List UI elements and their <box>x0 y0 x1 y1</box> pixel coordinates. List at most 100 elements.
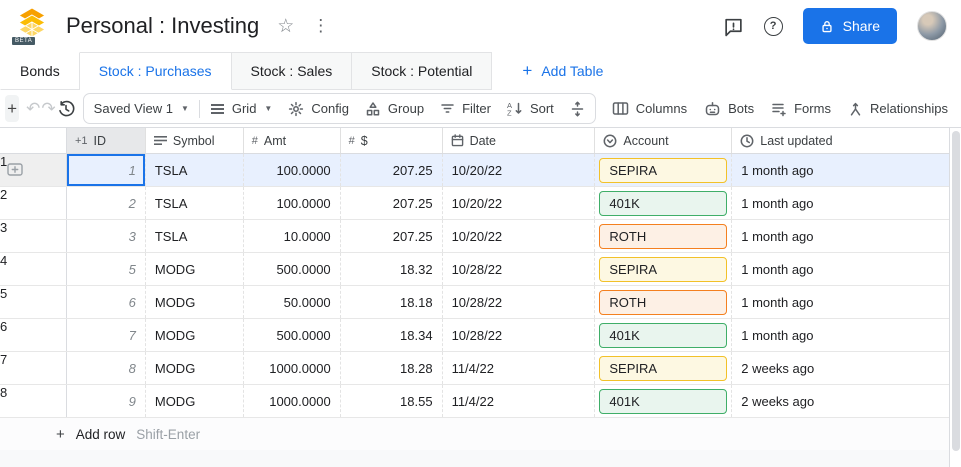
vertical-scrollbar[interactable] <box>952 131 960 451</box>
expand-row-icon[interactable] <box>7 163 23 177</box>
tab-stock-purchases[interactable]: Stock : Purchases <box>79 52 232 90</box>
cell-dollar[interactable]: 18.28 <box>341 352 443 384</box>
avatar[interactable] <box>917 11 947 41</box>
account-chip[interactable]: 401K <box>599 322 728 348</box>
cell-id[interactable]: 9 <box>67 385 146 417</box>
cell-account[interactable]: ROTH <box>595 220 733 252</box>
cell-amt[interactable]: 1000.0000 <box>244 352 341 384</box>
help-icon[interactable]: ? <box>763 16 783 36</box>
feedback-icon[interactable] <box>723 16 744 37</box>
cell-amt[interactable]: 100.0000 <box>244 187 341 219</box>
cell-amt[interactable]: 500.0000 <box>244 253 341 285</box>
row-number[interactable]: 3 <box>0 220 67 252</box>
cell-last-updated[interactable]: 1 month ago <box>741 294 814 310</box>
star-icon[interactable]: ☆ <box>277 15 295 37</box>
filter-button[interactable]: Filter <box>432 95 499 122</box>
cell-date[interactable]: 10/20/22 <box>443 187 596 219</box>
cell-dollar[interactable]: 18.18 <box>341 286 443 318</box>
account-chip[interactable]: SEPIRA <box>599 256 728 282</box>
sort-button[interactable]: A Z Sort <box>499 95 562 122</box>
row-number[interactable]: 4 <box>0 253 67 285</box>
cell-date[interactable]: 11/4/22 <box>443 385 596 417</box>
row-number[interactable]: 8 <box>0 385 67 417</box>
cell-account[interactable]: 401K <box>595 319 733 351</box>
column-header-date[interactable]: Date <box>443 128 596 153</box>
cell-last-updated[interactable]: 1 month ago <box>741 195 814 211</box>
row-number[interactable]: 1 <box>0 154 67 186</box>
cell-date[interactable]: 10/28/22 <box>443 319 596 351</box>
cell-amt[interactable]: 1000.0000 <box>244 385 341 417</box>
cell-symbol[interactable]: MODG <box>146 385 244 417</box>
cell-amt[interactable]: 50.0000 <box>244 286 341 318</box>
cell-dollar[interactable]: 207.25 <box>341 220 443 252</box>
account-chip[interactable]: ROTH <box>599 289 728 315</box>
cell-id[interactable]: 6 <box>67 286 146 318</box>
cell-symbol[interactable]: MODG <box>146 319 244 351</box>
cell-date[interactable]: 10/20/22 <box>443 220 596 252</box>
cell-dollar[interactable]: 18.55 <box>341 385 443 417</box>
row-number[interactable]: 2 <box>0 187 67 219</box>
cell-date[interactable]: 11/4/22 <box>443 352 596 384</box>
account-chip[interactable]: SEPIRA <box>599 355 728 381</box>
cell-id[interactable]: 7 <box>67 319 146 351</box>
cell-symbol[interactable]: TSLA <box>145 154 244 186</box>
cell-symbol[interactable]: MODG <box>146 286 244 318</box>
cell-amt[interactable]: 100.0000 <box>243 154 341 186</box>
column-header-amt[interactable]: # Amt <box>244 128 341 153</box>
cell-dollar[interactable]: 207.25 <box>340 154 443 186</box>
row-number[interactable]: 7 <box>0 352 67 384</box>
cell-last-updated[interactable]: 1 month ago <box>741 228 814 244</box>
cell-id[interactable]: 8 <box>67 352 146 384</box>
relationships-button[interactable]: Relationships <box>840 95 956 122</box>
cell-account[interactable]: SEPIRA <box>595 352 733 384</box>
forms-button[interactable]: Forms <box>763 95 839 122</box>
tab-bonds[interactable]: Bonds <box>0 52 80 90</box>
cell-symbol[interactable]: TSLA <box>146 220 244 252</box>
saved-view-dropdown[interactable]: Saved View 1 ▼ <box>86 95 197 122</box>
cell-last-updated[interactable]: 2 weeks ago <box>741 393 815 409</box>
cell-last-updated[interactable]: 1 month ago <box>741 261 814 277</box>
cell-date[interactable]: 10/28/22 <box>443 253 596 285</box>
group-button[interactable]: Group <box>357 95 432 122</box>
more-menu-icon[interactable]: ⋮ <box>312 16 331 35</box>
cell-last-updated[interactable]: 2 weeks ago <box>741 360 815 376</box>
row-number[interactable]: 6 <box>0 319 67 351</box>
history-icon[interactable] <box>57 100 75 118</box>
cell-account[interactable]: SEPIRA <box>595 253 733 285</box>
tab-stock-sales[interactable]: Stock : Sales <box>231 52 353 90</box>
cell-account[interactable]: ROTH <box>595 286 733 318</box>
column-header-last-updated[interactable]: Last updated <box>732 128 949 153</box>
account-chip[interactable]: ROTH <box>599 223 728 249</box>
cell-id[interactable]: 1 <box>66 154 146 186</box>
cell-symbol[interactable]: TSLA <box>146 187 244 219</box>
cell-dollar[interactable]: 18.32 <box>341 253 443 285</box>
cell-date[interactable]: 10/28/22 <box>443 286 596 318</box>
cell-date[interactable]: 10/20/22 <box>442 154 596 186</box>
tables-logo-icon[interactable]: BETA <box>12 7 50 45</box>
cell-last-updated[interactable]: 1 month ago <box>732 154 949 186</box>
cell-id[interactable]: 3 <box>67 220 146 252</box>
cell-dollar[interactable]: 207.25 <box>341 187 443 219</box>
column-header-symbol[interactable]: Symbol <box>146 128 244 153</box>
cell-last-updated[interactable]: 1 month ago <box>741 327 814 343</box>
account-chip[interactable]: 401K <box>599 388 728 414</box>
new-record-button[interactable]: + <box>5 95 20 122</box>
cell-symbol[interactable]: MODG <box>146 253 244 285</box>
cell-id[interactable]: 2 <box>67 187 146 219</box>
cell-amt[interactable]: 10.0000 <box>244 220 341 252</box>
column-header-dollar[interactable]: # $ <box>341 128 443 153</box>
cell-dollar[interactable]: 18.34 <box>341 319 443 351</box>
cell-amt[interactable]: 500.0000 <box>244 319 341 351</box>
cell-account[interactable]: 401K <box>595 187 733 219</box>
add-row-button[interactable]: + Add row Shift-Enter <box>0 418 949 450</box>
add-table-button[interactable]: + Add Table <box>522 52 603 90</box>
cell-id[interactable]: 5 <box>67 253 146 285</box>
column-header-account[interactable]: Account <box>595 128 733 153</box>
cell-account[interactable]: SEPIRA <box>595 154 733 186</box>
columns-button[interactable]: Columns <box>604 95 695 122</box>
account-chip[interactable]: 401K <box>599 190 728 216</box>
share-button[interactable]: Share <box>802 8 897 44</box>
redo-icon[interactable]: ↷ <box>41 98 56 118</box>
undo-icon[interactable]: ↶ <box>26 98 41 118</box>
column-header-id[interactable]: +1 ID <box>66 128 146 153</box>
